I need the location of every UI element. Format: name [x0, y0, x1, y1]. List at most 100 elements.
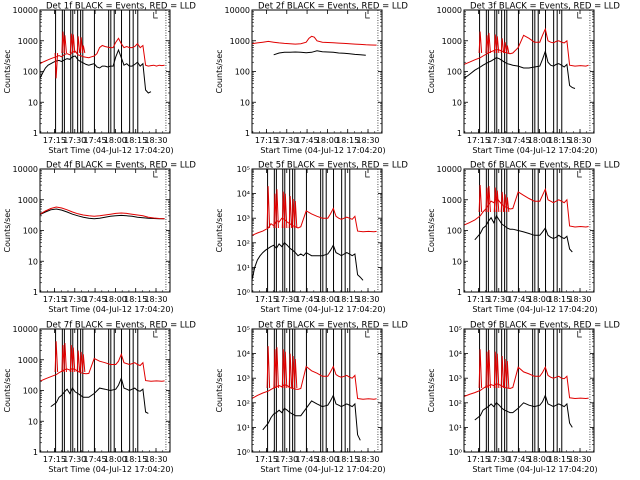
plot-area	[252, 169, 379, 292]
x-tick-label: 18:00	[316, 295, 339, 304]
x-tick-label: 18:30	[144, 136, 167, 145]
x-axis-label: Start Time (04-Jul-12 17:04:20)	[472, 146, 597, 155]
y-tick-label: 10000	[13, 165, 38, 174]
x-tick-label: 18:15	[336, 295, 359, 304]
x-tick-label: 17:15	[467, 136, 490, 145]
lld-spike	[487, 349, 491, 389]
lld-spike	[283, 193, 288, 229]
panel-title: Det 5f BLACK = Events, RED = LLD	[258, 161, 408, 171]
lld-spike	[288, 195, 293, 229]
y-tick-label: 1000	[442, 37, 462, 46]
lld-spike	[505, 197, 510, 213]
y-tick-label: 100	[447, 68, 462, 77]
events-series-line	[40, 208, 165, 220]
y-tick-label: 10²	[449, 399, 462, 408]
x-axis-label: Start Time (04-Jul-12 17:04:20)	[48, 465, 173, 474]
y-tick-label: 10³	[237, 214, 250, 223]
lld-spike	[500, 38, 505, 54]
x-tick-label: 18:00	[528, 295, 551, 304]
x-tick-label: 17:30	[487, 455, 510, 464]
lld-spike	[275, 189, 279, 229]
events-series-line	[464, 49, 576, 89]
y-tick-label: 10000	[13, 6, 38, 15]
lld-series-line	[252, 207, 377, 236]
x-tick-label: 17:30	[487, 136, 510, 145]
y-tick-label: 10⁴	[449, 350, 462, 359]
plot-frame	[251, 328, 383, 453]
lld-spike	[495, 36, 500, 54]
y-tick-label: 10⁴	[237, 190, 250, 199]
y-axis-label: Counts/sec	[215, 208, 224, 252]
y-tick-label: 1000	[18, 196, 38, 205]
x-axis-label: Start Time (04-Jul-12 17:04:20)	[48, 305, 173, 314]
panel-title: Det 6f BLACK = Events, RED = LLD	[470, 161, 620, 171]
lld-series-line	[464, 187, 589, 228]
x-tick-label: 17:15	[255, 455, 278, 464]
x-tick-label: 17:15	[43, 136, 66, 145]
plot-area	[40, 169, 167, 292]
x-tick-label: 17:15	[43, 455, 66, 464]
y-tick-label: 1000	[18, 37, 38, 46]
corner-marker	[153, 12, 158, 19]
y-tick-label: 1	[457, 129, 462, 138]
y-tick-label: 10	[28, 417, 38, 426]
lld-spike	[283, 351, 288, 389]
corner-marker	[365, 171, 370, 178]
lld-spike	[71, 347, 76, 373]
lld-spike	[478, 31, 483, 54]
lld-spike	[503, 359, 508, 389]
x-tick-label: 17:45	[508, 136, 531, 145]
panel-7: Det 7f BLACK = Events, RED = LLD Counts/s…	[3, 321, 196, 475]
lld-spike	[266, 186, 271, 229]
x-tick-label: 17:15	[255, 295, 278, 304]
panel-9: Det 9f BLACK = Events, RED = LLD Counts/s…	[427, 321, 620, 475]
panel-2: Det 2f BLACK = Events, RED = LLD Counts/s…	[215, 2, 408, 156]
x-tick-label: 18:30	[356, 455, 379, 464]
events-series-line	[273, 50, 366, 56]
y-tick-label: 1	[33, 129, 38, 138]
lld-spike	[293, 359, 298, 389]
panel-4: Det 4f BLACK = Events, RED = LLD Counts/s…	[3, 161, 196, 315]
x-tick-label: 18:30	[144, 455, 167, 464]
corner-marker	[577, 171, 582, 178]
x-tick-label: 18:30	[356, 295, 379, 304]
events-series-line	[474, 393, 573, 428]
lld-spike	[503, 194, 508, 213]
x-tick-label: 18:15	[548, 455, 571, 464]
lld-spike	[71, 34, 76, 54]
y-axis-label: Counts/sec	[3, 368, 12, 412]
corner-marker	[365, 331, 370, 338]
panel-title: Det 2f BLACK = Events, RED = LLD	[258, 2, 408, 12]
x-tick-label: 18:30	[144, 295, 167, 304]
plot-area	[464, 169, 591, 292]
x-axis-label: Start Time (04-Jul-12 17:04:20)	[472, 305, 597, 314]
lld-spike	[266, 346, 271, 389]
x-tick-label: 18:00	[316, 136, 339, 145]
y-tick-label: 10	[28, 257, 38, 266]
x-tick-label: 17:45	[84, 136, 107, 145]
x-tick-label: 17:30	[63, 295, 86, 304]
y-tick-label: 10⁵	[237, 165, 250, 174]
y-tick-label: 10⁵	[449, 325, 462, 334]
x-tick-label: 18:15	[548, 136, 571, 145]
x-tick-label: 18:00	[104, 295, 127, 304]
lld-series-line	[40, 37, 165, 67]
y-tick-label: 10000	[437, 6, 462, 15]
lld-spike	[487, 32, 491, 54]
lld-spike	[81, 354, 86, 373]
lld-series-line	[40, 206, 165, 220]
plot-frame	[39, 328, 171, 453]
x-tick-label: 18:15	[124, 295, 147, 304]
corner-marker	[577, 12, 582, 19]
y-tick-label: 1	[457, 288, 462, 297]
x-tick-label: 17:15	[467, 295, 490, 304]
lld-spike	[81, 45, 86, 54]
y-tick-label: 10⁰	[449, 448, 462, 457]
y-tick-label: 1	[245, 129, 250, 138]
x-tick-label: 18:15	[124, 455, 147, 464]
y-tick-label: 1	[33, 288, 38, 297]
plot-frame	[463, 328, 595, 453]
lld-spike	[495, 190, 500, 213]
x-tick-label: 18:00	[528, 136, 551, 145]
lld-series-line	[40, 352, 165, 382]
